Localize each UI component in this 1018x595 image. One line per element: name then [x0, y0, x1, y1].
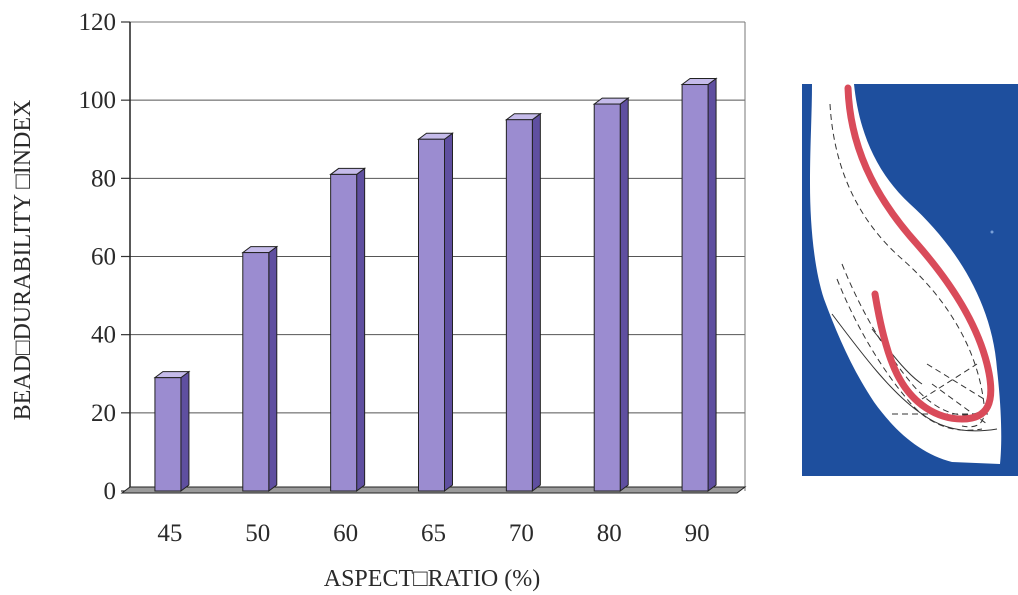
- bar-side: [531, 112, 541, 492]
- bar-side: [707, 77, 717, 492]
- bar-65: [417, 132, 454, 492]
- bar-front: [505, 119, 533, 492]
- y-tick-label: 0: [104, 478, 117, 505]
- bar-front: [154, 377, 182, 492]
- y-tick-labels: 0 20 40 60 80 100 120: [79, 9, 117, 505]
- x-tick-label: 90: [685, 520, 710, 547]
- bar-side: [180, 370, 190, 492]
- y-tick-label: 120: [79, 9, 117, 36]
- bar-45: [153, 370, 191, 492]
- bar-70: [504, 112, 542, 492]
- bar-front: [330, 173, 358, 492]
- x-tick-label: 70: [509, 520, 534, 547]
- solid-outline-lines: [831, 313, 998, 432]
- y-axis-title: BEAD□DURABILITY □INDEX: [10, 100, 36, 421]
- tire-body-shape: [810, 84, 1002, 464]
- bar-side: [619, 97, 629, 492]
- x-axis-title: ASPECT□RATIO (%): [324, 566, 541, 592]
- x-tick-label: 65: [421, 520, 446, 547]
- bar-front: [418, 138, 445, 492]
- x-tick-label: 50: [245, 520, 270, 547]
- bar-front: [242, 252, 270, 492]
- figure-speck: [990, 230, 994, 234]
- x-tick-labels: 45 50 60 65 70 80 90: [157, 520, 709, 547]
- x-tick-label: 60: [333, 520, 358, 547]
- bar-60: [329, 167, 367, 492]
- bead-profile-line: [844, 84, 995, 423]
- y-tick-label: 80: [91, 165, 116, 192]
- bar-side: [444, 132, 453, 492]
- y-tick-label: 40: [91, 322, 116, 349]
- y-tick-label: 20: [91, 400, 116, 427]
- x-tick-label: 80: [597, 520, 622, 547]
- x-tick-label: 45: [157, 520, 182, 547]
- bar-chart: 0 20 40 60 80 100 120 45 50 60 65 70 80 90 ASPECT□RA…: [10, 9, 747, 592]
- bar-front: [681, 84, 709, 492]
- bar-side: [356, 167, 366, 492]
- bars: [153, 77, 718, 492]
- bar-front: [593, 103, 621, 492]
- tire-bead-cross-section-figure: [802, 84, 1018, 476]
- bar-50: [241, 245, 279, 492]
- bar-80: [592, 97, 630, 492]
- bar-90: [680, 77, 718, 492]
- y-tick-label: 60: [91, 244, 116, 271]
- y-tick-label: 100: [79, 87, 117, 114]
- bar-side: [268, 245, 278, 492]
